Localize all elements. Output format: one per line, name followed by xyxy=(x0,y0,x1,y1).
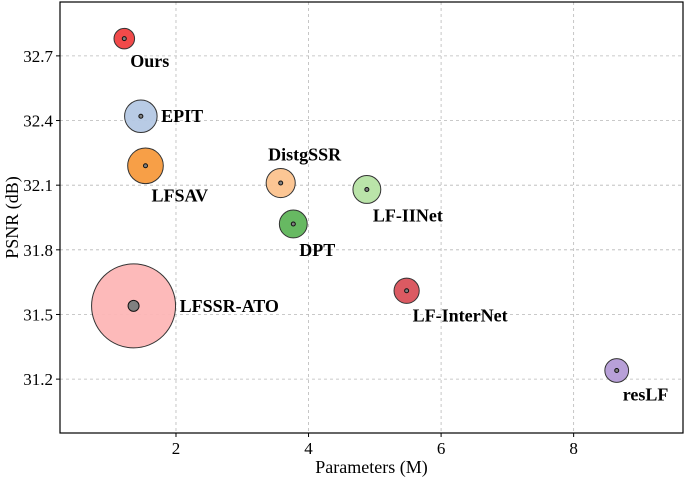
center-dot-epit xyxy=(138,113,144,119)
x-axis-ticks: 2 4 6 8 xyxy=(172,433,578,458)
y-tick-label: 32.4 xyxy=(23,112,53,131)
y-axis-title: PSNR (dB) xyxy=(2,176,23,259)
center-dot-lfssr-ato xyxy=(127,299,140,312)
y-tick-label: 32.7 xyxy=(23,47,53,66)
center-dot-reslf xyxy=(614,368,620,374)
label-lfsav: LFSAV xyxy=(151,186,208,206)
center-dot-lfsav xyxy=(142,163,148,169)
label-distgssr: DistgSSR xyxy=(268,144,342,164)
label-lfssr-ato: LFSSR-ATO xyxy=(180,296,279,316)
x-tick-label: 4 xyxy=(304,439,313,458)
label-dpt: DPT xyxy=(299,240,335,260)
label-epit: EPIT xyxy=(161,106,203,126)
plot-frame xyxy=(59,1,684,434)
data-points xyxy=(91,27,630,383)
center-dot-lf-internet xyxy=(404,288,410,294)
y-axis-ticks: 31.2 31.5 31.8 32.1 32.4 32.7 xyxy=(23,47,60,389)
y-tick-label: 32.1 xyxy=(23,176,53,195)
label-lf-iinet: LF-IINet xyxy=(373,205,443,225)
center-dot-lf-iinet xyxy=(364,186,370,192)
point-labels: Ours EPIT LFSAV DistgSSR LF-IINet DPT LF-Inter… xyxy=(130,51,668,404)
x-tick-label: 6 xyxy=(437,439,446,458)
x-tick-label: 2 xyxy=(172,439,181,458)
y-tick-label: 31.5 xyxy=(23,305,53,324)
center-dot-dpt xyxy=(290,221,296,227)
label-ours: Ours xyxy=(130,51,169,71)
x-tick-label: 8 xyxy=(569,439,578,458)
label-reslf: resLF xyxy=(623,384,669,404)
y-tick-label: 31.8 xyxy=(23,241,53,260)
x-axis-title: Parameters (M) xyxy=(315,457,427,478)
center-dot-distgssr xyxy=(278,180,284,186)
y-tick-label: 31.2 xyxy=(23,370,53,389)
center-dot-ours xyxy=(121,36,127,42)
label-lf-internet: LF-InterNet xyxy=(413,305,508,325)
